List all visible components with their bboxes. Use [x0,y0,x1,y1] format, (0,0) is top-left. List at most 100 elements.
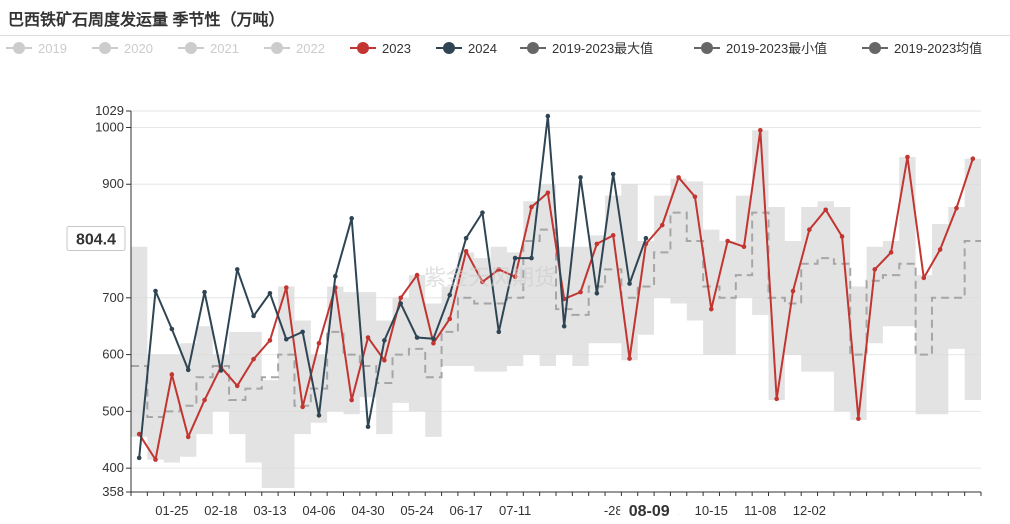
x-tick-label: 05-24 [400,503,433,518]
data-point-2023 [349,397,354,403]
y-tick-label: 1029 [95,103,124,118]
series-line-2024 [138,115,647,459]
data-point-2023 [169,372,175,377]
y-tick-label: 900 [102,176,124,191]
data-point-2024 [431,336,436,341]
series-layer [131,113,981,462]
data-point-2024 [398,301,404,306]
legend-label: 2019-2023最小值 [726,41,827,56]
legend-marker [271,42,283,54]
data-point-2023 [937,247,943,252]
legend-item-2023[interactable]: 2023 [350,41,411,56]
x-tick-label: 01-25 [155,503,188,518]
legend-marker [357,42,369,54]
legend-label: 2020 [124,41,153,56]
legend-item-2019-2023最小值[interactable]: 2019-2023最小值 [694,41,827,56]
data-point-2023 [382,357,387,363]
data-point-2023 [300,404,305,410]
data-point-2024 [480,210,485,215]
data-point-2023 [463,248,469,254]
data-point-2023 [234,383,240,389]
data-point-2024 [512,255,518,261]
data-point-2023 [659,222,665,228]
data-point-2024 [463,235,469,241]
legend-item-2020[interactable]: 2020 [92,41,153,56]
data-point-2023 [905,154,910,160]
data-point-2023 [888,250,894,255]
data-point-2024 [333,273,338,279]
chart-title: 巴西铁矿石周度发运量 季节性（万吨） [8,12,285,29]
data-point-2024 [365,424,371,430]
crosshair: 804.4 08-09 [66,226,679,522]
watermark: 紫金天风期货 [424,265,556,290]
data-point-2024 [545,113,551,119]
crosshair-x-label-box [620,497,679,522]
data-point-2023 [431,340,436,346]
y-tick-label: 700 [102,290,124,305]
data-point-2024 [643,235,649,241]
legend-marker [527,42,539,54]
data-point-2024 [627,281,632,286]
y-tick-label: 400 [102,460,124,475]
data-point-2024 [202,289,207,295]
data-point-2023 [692,194,698,200]
data-point-2024 [169,326,175,332]
data-point-2024 [251,313,256,319]
legend-label: 2023 [382,41,411,56]
legend-marker [185,42,197,54]
legend-label: 2024 [468,41,497,56]
legend-label: 2019-2023最大值 [552,41,653,56]
crosshair-y-label: 804.4 [76,232,116,249]
data-point-2024 [529,255,534,261]
legend-item-2019-2023均值[interactable]: 2019-2023均值 [862,41,982,56]
legend-marker [13,42,25,54]
data-point-2024 [218,368,224,373]
data-point-2024 [136,455,142,461]
data-point-2024 [283,336,289,342]
data-point-2023 [512,274,518,280]
legend-label: 2022 [296,41,325,56]
legend-label: 2019-2023均值 [894,41,982,56]
data-point-2023 [708,306,714,312]
title-divider [0,35,1010,36]
data-point-2024 [382,338,387,343]
data-point-2024 [561,323,567,329]
data-point-2023 [823,207,829,213]
data-point-2023 [872,267,878,272]
data-point-2023 [365,335,371,340]
data-point-2023 [921,275,927,281]
data-point-2024 [578,175,583,180]
data-point-2024 [414,335,420,340]
y-tick-label: 1000 [95,119,124,134]
data-point-2023 [725,238,730,244]
data-point-2023 [954,205,959,211]
data-point-2023 [283,285,289,290]
legend-item-2019-2023最大值[interactable]: 2019-2023最大值 [520,41,653,56]
y-tick-label: 600 [102,347,124,362]
data-point-2024 [316,413,322,418]
legend: 2019 2020 2021 2022 2023 2024 2019-2023最大值 2019… [6,41,982,56]
x-tick-label: 12-02 [793,503,826,518]
data-point-2024 [185,367,191,373]
data-point-2023 [774,396,779,402]
x-tick-label: 04-30 [351,503,384,518]
data-point-2024 [267,290,273,296]
data-point-2023 [856,416,861,422]
data-point-2023 [529,204,534,210]
data-point-2024 [349,216,354,221]
data-point-2023 [790,288,796,294]
legend-item-2019[interactable]: 2019 [6,41,67,56]
data-point-2023 [447,316,453,322]
data-point-2023 [480,279,485,285]
legend-marker [443,42,455,54]
legend-item-2024[interactable]: 2024 [436,41,497,56]
data-point-2024 [234,267,240,272]
crosshair-y-label-box [66,226,126,252]
legend-label: 2019 [38,41,67,56]
data-point-2024 [447,292,453,298]
x-tick-label: 10-15 [695,503,728,518]
legend-item-2022[interactable]: 2022 [264,41,325,56]
data-point-2024 [610,171,616,177]
data-point-2023 [202,397,207,403]
legend-item-2021[interactable]: 2021 [178,41,239,56]
